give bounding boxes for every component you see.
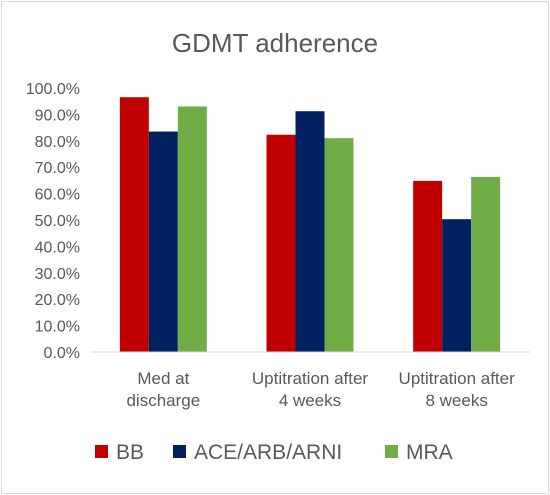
legend: BB ACE/ARB/ARNI MRA xyxy=(95,441,453,464)
bar-bb xyxy=(413,180,443,352)
category-label: Uptitration after xyxy=(252,369,369,388)
category-label: Uptitration after xyxy=(399,369,516,388)
bars xyxy=(119,97,501,353)
y-tick-label: 80.0% xyxy=(35,134,80,151)
legend-swatch xyxy=(173,445,186,458)
y-tick-label: 40.0% xyxy=(35,239,80,256)
category-label: Med at xyxy=(137,369,189,388)
category-label: 4 weeks xyxy=(279,391,341,410)
category-label: discharge xyxy=(126,391,200,410)
bar-ace-arb-arni xyxy=(442,219,472,352)
legend-swatch xyxy=(95,445,108,458)
bar-bb xyxy=(119,97,149,353)
y-tick-label: 60.0% xyxy=(35,187,80,204)
bar-ace-arb-arni xyxy=(148,131,178,352)
y-axis-ticks: 0.0% 10.0% 20.0% 30.0% 40.0% 50.0% 60.0% 70.0% 8… xyxy=(26,81,80,362)
legend-label: ACE/ARB/ARNI xyxy=(194,441,342,464)
y-tick-label: 30.0% xyxy=(35,266,80,283)
category-label: 8 weeks xyxy=(425,391,487,410)
legend-swatch xyxy=(385,445,398,458)
legend-label: MRA xyxy=(406,441,453,464)
y-tick-label: 70.0% xyxy=(35,160,80,177)
bar-ace-arb-arni xyxy=(295,111,325,353)
category-labels: Med at discharge Uptitration after 4 weeks U… xyxy=(126,369,515,410)
bar-mra xyxy=(177,106,207,352)
bar-bb xyxy=(266,134,296,352)
chart-title: GDMT adherence xyxy=(172,28,378,58)
y-tick-label: 20.0% xyxy=(35,292,80,309)
bar-mra xyxy=(324,138,354,352)
y-tick-label: 50.0% xyxy=(35,213,80,230)
legend-label: BB xyxy=(116,441,144,464)
y-tick-label: 10.0% xyxy=(35,319,80,336)
y-tick-label: 100.0% xyxy=(26,81,80,98)
y-tick-label: 0.0% xyxy=(44,345,80,362)
bar-mra xyxy=(471,176,501,352)
y-tick-label: 90.0% xyxy=(35,107,80,124)
